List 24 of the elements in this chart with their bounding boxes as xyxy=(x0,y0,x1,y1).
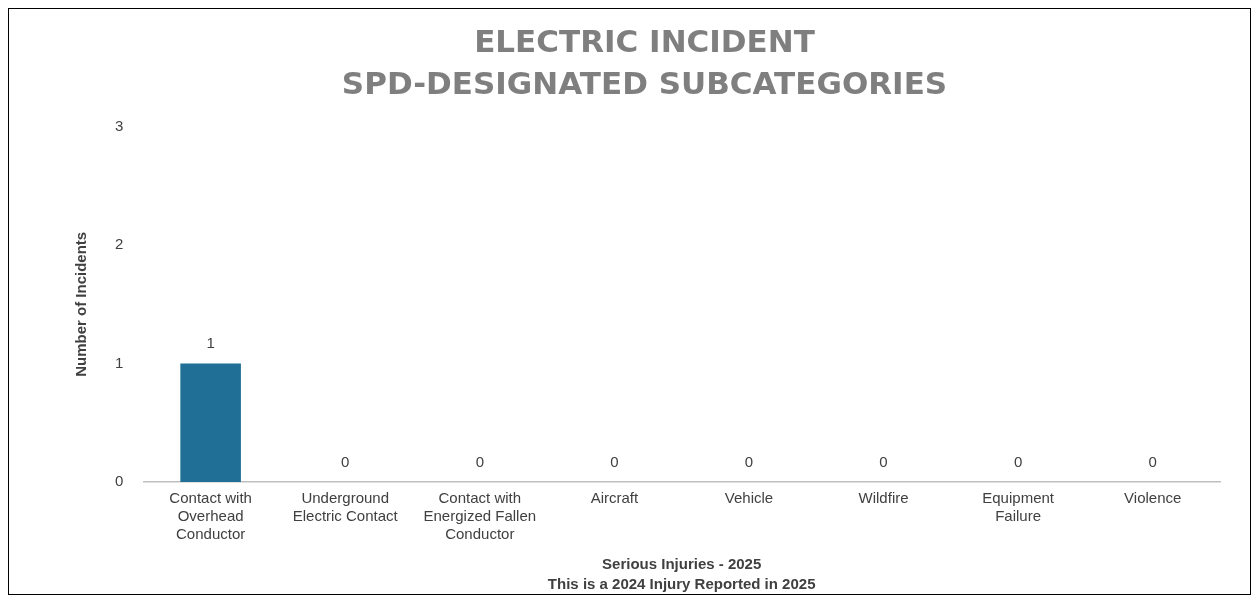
x-tick-label: Wildfire xyxy=(858,489,909,507)
y-tick-label: 2 xyxy=(115,235,124,253)
x-tick-label: Violence xyxy=(1124,489,1182,507)
x-tick-label: Equipment Failure xyxy=(982,489,1055,525)
x-tick-label: Contact with Overhead Conductor xyxy=(169,489,252,543)
data-label: 0 xyxy=(475,452,484,470)
data-label: 0 xyxy=(879,452,888,470)
data-label: 0 xyxy=(744,452,754,470)
data-label: 0 xyxy=(610,452,619,470)
y-tick-label: 1 xyxy=(115,353,124,371)
y-axis-title: Number of Incidents xyxy=(72,231,90,377)
x-tick-label: Aircraft xyxy=(590,489,639,507)
x-axis-title: Serious Injuries - 2025 xyxy=(602,555,762,573)
data-label: 1 xyxy=(206,334,215,352)
x-tick-label: Vehicle xyxy=(724,489,774,507)
chart-title: ELECTRIC INCIDENT SPD-DESIGNATED SUBCATEGORIES xyxy=(341,22,948,101)
text: This is a 2024 Injury Reported in 2025 xyxy=(547,574,816,592)
data-label: 0 xyxy=(341,452,350,470)
y-tick-label: 3 xyxy=(115,116,124,134)
y-tick-label: 0 xyxy=(115,472,124,490)
x-tick-label: Underground Electric Contact xyxy=(292,489,399,525)
data-label: 0 xyxy=(1148,452,1157,470)
x-tick-label: Contact with Energized Fallen Conductor xyxy=(423,489,537,543)
data-label: 0 xyxy=(1013,452,1023,470)
